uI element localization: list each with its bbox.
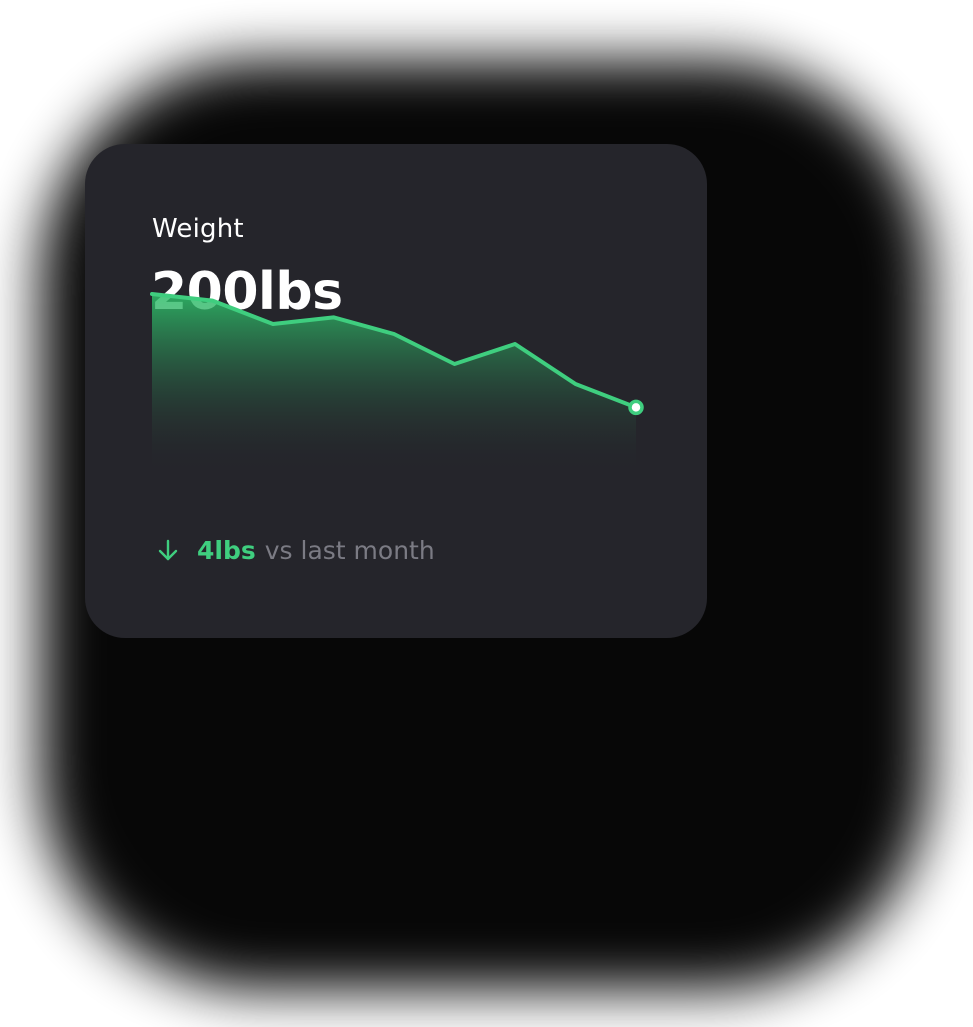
chart-area-fill (152, 294, 636, 474)
arrow-down-icon (155, 538, 181, 564)
change-label: vs last month (264, 536, 435, 565)
weight-card[interactable]: Weight 200lbs 4lbs vs last month (85, 144, 707, 638)
chart-series-line (150, 292, 638, 410)
chart-point (628, 399, 644, 416)
card-title: Weight (152, 214, 244, 244)
weight-trend-chart (150, 292, 644, 474)
chart-points (628, 399, 644, 416)
change-value: 4lbs (197, 536, 256, 565)
change-summary: 4lbs vs last month (155, 536, 435, 565)
